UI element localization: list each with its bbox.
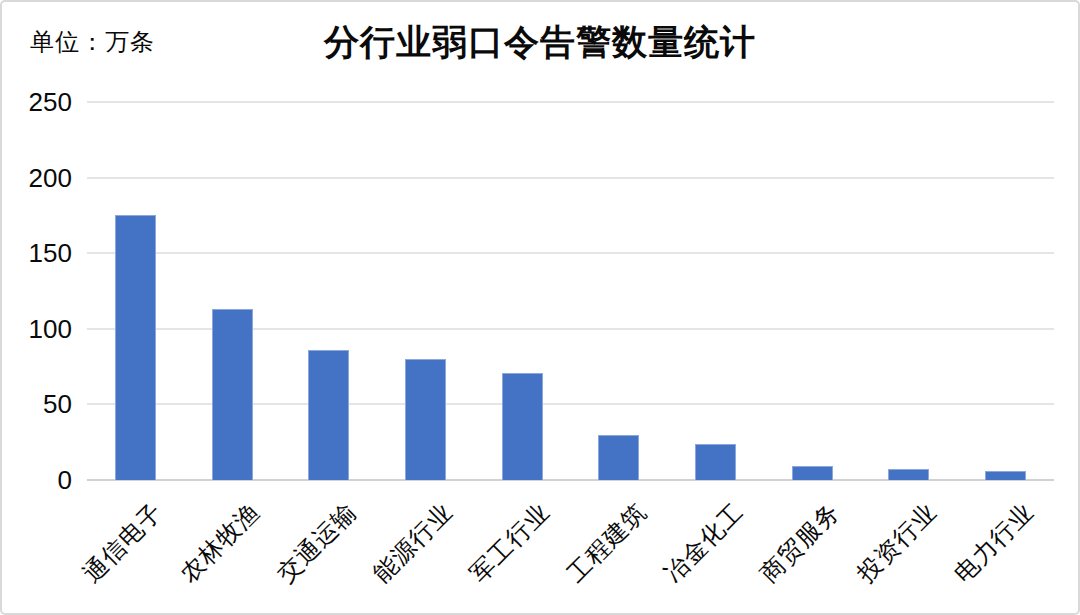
x-axis-label: 军工行业 bbox=[463, 496, 556, 589]
bar-能源行业 bbox=[405, 359, 446, 480]
gridline bbox=[87, 101, 1054, 103]
x-axis-label: 工程建筑 bbox=[560, 496, 653, 589]
bar-冶金化工 bbox=[695, 444, 736, 480]
x-axis-label: 商贸服务 bbox=[754, 496, 847, 589]
weak-password-bar-chart: 单位：万条 分行业弱口令告警数量统计 050100150200250 通信电子农… bbox=[0, 0, 1080, 615]
x-axis-label: 交通运输 bbox=[270, 496, 363, 589]
bar-工程建筑 bbox=[598, 435, 639, 480]
y-tick-label: 50 bbox=[2, 389, 72, 419]
bar-军工行业 bbox=[502, 373, 543, 480]
x-axis-label: 通信电子 bbox=[77, 496, 170, 589]
bar-投资行业 bbox=[888, 469, 929, 480]
x-axis-label: 能源行业 bbox=[367, 496, 460, 589]
y-tick-label: 200 bbox=[2, 163, 72, 193]
bar-商贸服务 bbox=[792, 466, 833, 480]
bar-电力行业 bbox=[985, 471, 1026, 480]
plot-area bbox=[87, 102, 1054, 480]
bar-交通运输 bbox=[308, 350, 349, 480]
y-tick-label: 0 bbox=[2, 465, 72, 495]
x-axis-label: 农林牧渔 bbox=[173, 496, 266, 589]
x-axis-label: 投资行业 bbox=[850, 496, 943, 589]
bar-通信电子 bbox=[115, 215, 156, 480]
x-axis-label: 冶金化工 bbox=[657, 496, 750, 589]
x-axis-label: 电力行业 bbox=[947, 496, 1040, 589]
y-tick-label: 100 bbox=[2, 314, 72, 344]
gridline bbox=[87, 177, 1054, 179]
bar-农林牧渔 bbox=[212, 309, 253, 480]
y-tick-label: 150 bbox=[2, 238, 72, 268]
chart-title: 分行业弱口令告警数量统计 bbox=[2, 19, 1078, 66]
y-tick-label: 250 bbox=[2, 87, 72, 117]
gridline bbox=[87, 252, 1054, 254]
